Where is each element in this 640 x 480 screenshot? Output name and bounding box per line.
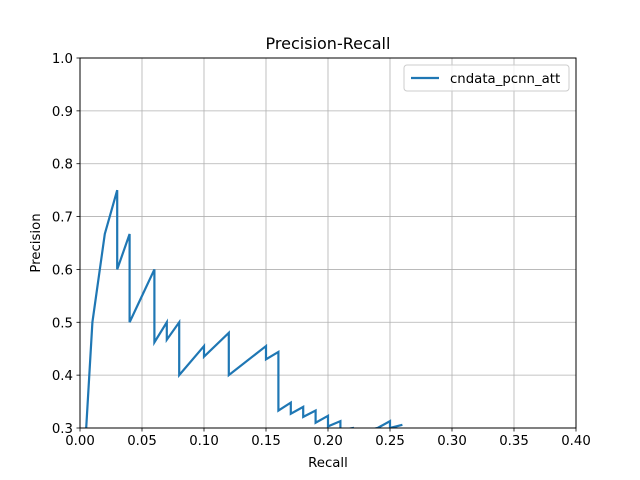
legend: cndata_pcnn_att bbox=[403, 64, 570, 92]
x-tick-label: 0.05 bbox=[127, 434, 157, 449]
y-tick-label: 0.4 bbox=[52, 369, 73, 384]
y-tick-label: 0.8 bbox=[52, 158, 73, 173]
x-axis-ticks: 0.00 0.05 0.10 0.15 0.20 0.25 0.30 0.35 0.40 bbox=[65, 428, 591, 449]
x-axis-label: Recall bbox=[308, 456, 348, 471]
x-tick-label: 0.10 bbox=[189, 434, 219, 449]
x-tick-label: 0.35 bbox=[499, 434, 529, 449]
x-tick-label: 0.30 bbox=[437, 434, 467, 449]
x-tick-label: 0.15 bbox=[251, 434, 281, 449]
series-line-cndata-pcnn-att bbox=[85, 189, 403, 428]
y-tick-label: 0.6 bbox=[52, 263, 73, 278]
y-tick-label: 0.7 bbox=[52, 211, 73, 226]
x-tick-label: 0.20 bbox=[313, 434, 343, 449]
chart-title: Precision-Recall bbox=[266, 34, 391, 53]
y-axis-ticks: 0.3 0.4 0.5 0.6 0.7 0.8 0.9 1.0 bbox=[52, 52, 80, 437]
legend-label: cndata_pcnn_att bbox=[450, 72, 560, 87]
y-axis-label: Precision bbox=[29, 213, 44, 272]
x-tick-label: 0.00 bbox=[65, 434, 95, 449]
x-tick-label: 0.40 bbox=[561, 434, 591, 449]
x-tick-label: 0.25 bbox=[375, 434, 405, 449]
y-tick-label: 0.5 bbox=[52, 316, 73, 331]
y-tick-label: 0.9 bbox=[52, 105, 73, 120]
legend-box bbox=[403, 64, 570, 92]
y-tick-label: 1.0 bbox=[52, 52, 73, 67]
y-tick-label: 0.3 bbox=[52, 422, 73, 437]
